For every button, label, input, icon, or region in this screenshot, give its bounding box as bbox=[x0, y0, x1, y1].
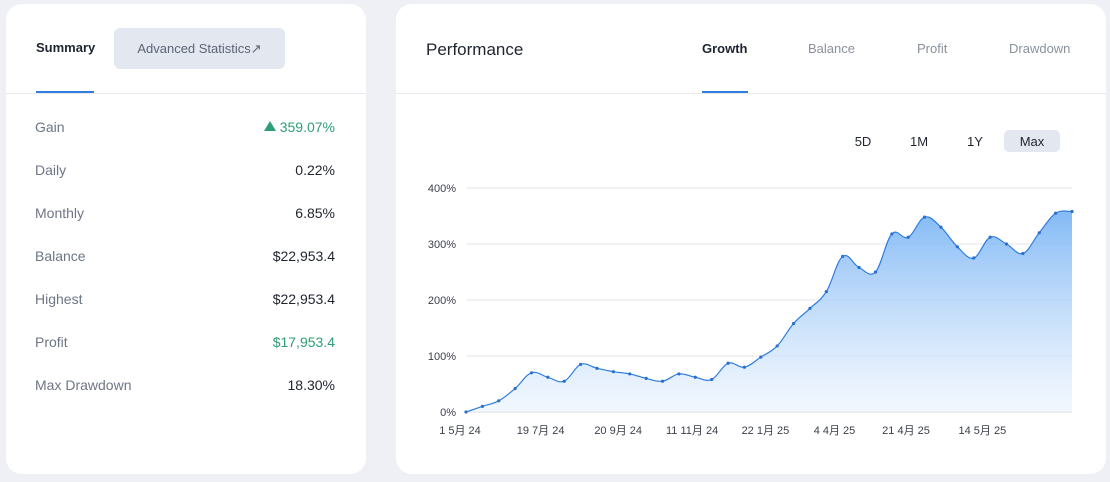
data-point[interactable] bbox=[579, 362, 583, 366]
range-1y-button[interactable]: 1Y bbox=[967, 133, 983, 149]
data-point[interactable] bbox=[939, 225, 943, 229]
data-point[interactable] bbox=[660, 379, 665, 383]
data-point[interactable] bbox=[464, 410, 468, 414]
x-tick-label: 20 9月 24 bbox=[594, 425, 642, 437]
stat-value-text: 359.07% bbox=[279, 119, 335, 135]
summary-card: Summary Advanced Statistics↗ Gain 359.07… bbox=[6, 4, 366, 474]
tab-drawdown[interactable]: Drawdown bbox=[1009, 41, 1071, 56]
data-point[interactable] bbox=[595, 366, 599, 370]
x-tick-label: 4 4月 25 bbox=[814, 425, 856, 437]
performance-title: Performance bbox=[426, 40, 524, 59]
performance-card: Performance Growth Balance Profit Drawdo… bbox=[396, 4, 1106, 474]
tab-profit[interactable]: Profit bbox=[917, 41, 948, 56]
tab-growth[interactable]: Growth bbox=[702, 41, 748, 56]
x-tick-label: 19 7月 24 bbox=[517, 425, 565, 437]
data-point[interactable] bbox=[791, 321, 796, 326]
stat-row-gain: Gain 359.07% bbox=[6, 104, 366, 147]
stat-value: 6.85% bbox=[295, 205, 335, 221]
stat-label: Daily bbox=[35, 162, 67, 178]
data-point[interactable] bbox=[726, 361, 730, 365]
data-point[interactable] bbox=[497, 399, 501, 403]
performance-header: Performance Growth Balance Profit Drawdo… bbox=[396, 4, 1106, 94]
stat-label: Gain bbox=[35, 119, 65, 135]
stat-row-daily: Daily 0.22% bbox=[6, 147, 366, 190]
range-max-button[interactable]: Max bbox=[1004, 130, 1060, 152]
stat-row-balance: Balance $22,953.4 bbox=[6, 233, 366, 276]
data-point[interactable] bbox=[922, 215, 927, 219]
y-tick-label: 100% bbox=[428, 351, 456, 363]
data-point[interactable] bbox=[562, 379, 566, 383]
data-point[interactable] bbox=[693, 375, 697, 379]
stat-value: $17,953.4 bbox=[272, 334, 335, 350]
tab-summary-underline bbox=[36, 91, 94, 93]
range-5d-button[interactable]: 5D bbox=[854, 133, 872, 149]
stat-row-monthly: Monthly 6.85% bbox=[6, 190, 366, 233]
tab-balance[interactable]: Balance bbox=[808, 41, 855, 56]
stat-label: Balance bbox=[35, 248, 86, 264]
data-point[interactable] bbox=[513, 386, 517, 391]
data-point[interactable] bbox=[644, 376, 648, 380]
stat-value: 0.22% bbox=[295, 162, 335, 178]
data-point[interactable] bbox=[972, 256, 976, 260]
data-point[interactable] bbox=[873, 270, 878, 274]
stat-row-max-drawdown: Max Drawdown 18.30% bbox=[6, 362, 366, 405]
data-point[interactable] bbox=[1070, 209, 1074, 214]
data-point[interactable] bbox=[906, 235, 910, 239]
tab-advanced-statistics[interactable]: Advanced Statistics↗ bbox=[114, 28, 285, 69]
tab-growth-underline bbox=[702, 91, 748, 93]
data-point[interactable] bbox=[710, 377, 714, 382]
data-point[interactable] bbox=[988, 235, 992, 239]
stat-label: Profit bbox=[35, 334, 68, 350]
y-tick-label: 200% bbox=[428, 295, 456, 307]
data-point[interactable] bbox=[1037, 231, 1041, 235]
x-tick-label: 21 4月 25 bbox=[882, 425, 930, 437]
data-point[interactable] bbox=[775, 344, 779, 348]
growth-area bbox=[466, 211, 1072, 412]
stat-row-highest: Highest $22,953.4 bbox=[6, 276, 366, 319]
stat-label: Monthly bbox=[35, 205, 85, 221]
data-point[interactable] bbox=[1054, 211, 1058, 215]
range-1m-button[interactable]: 1M bbox=[909, 133, 929, 149]
data-point[interactable] bbox=[824, 290, 828, 294]
data-point[interactable] bbox=[1021, 251, 1025, 256]
x-tick-label: 14 5月 25 bbox=[959, 425, 1007, 437]
data-point[interactable] bbox=[759, 355, 763, 359]
y-tick-label: 400% bbox=[428, 183, 456, 195]
x-tick-label: 11 11月 24 bbox=[666, 425, 718, 437]
data-point[interactable] bbox=[1004, 242, 1009, 246]
stat-row-profit: Profit $17,953.4 bbox=[6, 319, 366, 362]
data-point[interactable] bbox=[546, 375, 550, 379]
y-tick-label: 300% bbox=[428, 239, 456, 251]
stat-value: 18.30% bbox=[287, 377, 335, 393]
data-point[interactable] bbox=[742, 365, 747, 369]
data-point[interactable] bbox=[677, 372, 681, 376]
stats-list: Gain 359.07% Daily 0.22% Monthly 6.85% B… bbox=[6, 104, 366, 405]
growth-chart: 0% 100% 200% 300% 400% 1 5月 24 19 7月 24 20 9月 … bbox=[428, 183, 1074, 437]
summary-tabs: Summary Advanced Statistics↗ bbox=[6, 4, 366, 94]
stat-value: $22,953.4 bbox=[272, 291, 335, 307]
data-point[interactable] bbox=[480, 404, 484, 408]
stat-value-gain: 359.07% bbox=[263, 119, 335, 135]
y-tick-label: 0% bbox=[440, 407, 456, 419]
data-point[interactable] bbox=[955, 245, 959, 249]
up-triangle-icon bbox=[263, 121, 276, 131]
data-point[interactable] bbox=[529, 371, 534, 375]
data-point[interactable] bbox=[628, 372, 632, 376]
x-tick-label: 1 5月 24 bbox=[439, 425, 481, 437]
data-point[interactable] bbox=[841, 254, 845, 258]
stat-label: Max Drawdown bbox=[35, 377, 132, 393]
stat-label: Highest bbox=[35, 291, 83, 307]
data-point[interactable] bbox=[857, 265, 861, 270]
data-point[interactable] bbox=[611, 370, 616, 374]
stat-value: $22,953.4 bbox=[272, 248, 335, 264]
data-point[interactable] bbox=[890, 232, 894, 236]
data-point[interactable] bbox=[808, 306, 812, 310]
tab-summary[interactable]: Summary bbox=[36, 40, 96, 55]
x-tick-label: 22 1月 25 bbox=[742, 425, 790, 437]
